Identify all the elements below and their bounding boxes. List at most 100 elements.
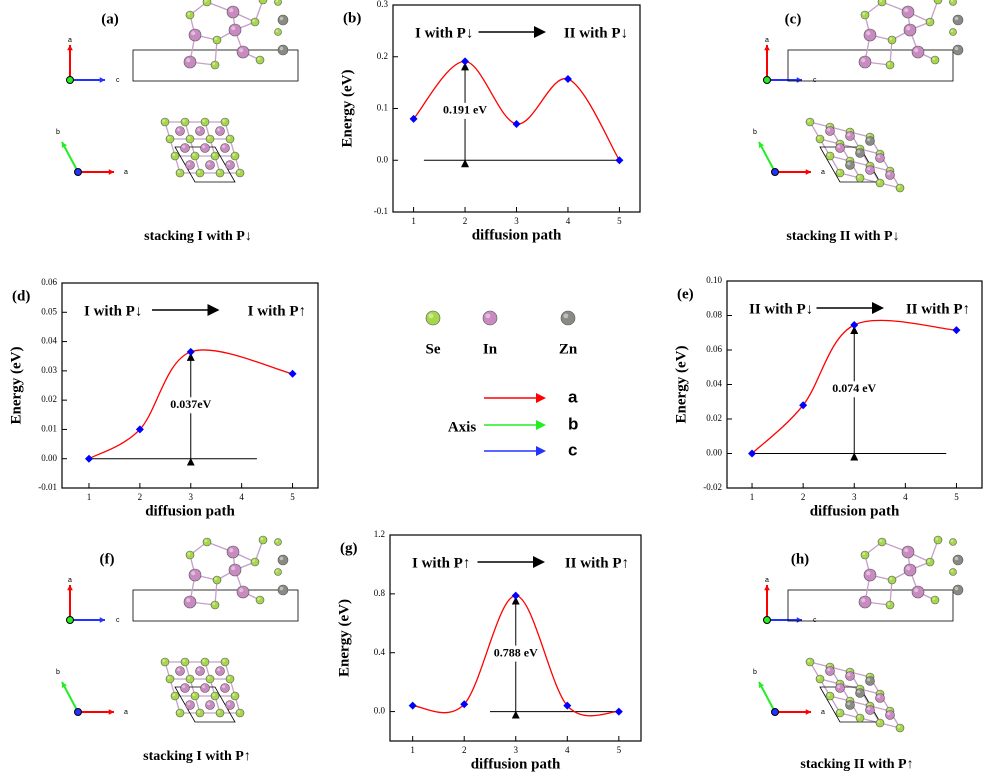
atom-shine	[906, 26, 911, 31]
axis-glyph: a	[68, 37, 72, 44]
atom-shine	[260, 537, 264, 541]
x-tick-label: 1	[411, 216, 416, 226]
legend-atom	[560, 310, 576, 326]
atom	[202, 537, 212, 547]
atom-shine	[237, 710, 241, 714]
atom-shine	[214, 37, 218, 41]
atom-shine	[252, 559, 256, 563]
y-tick-label: 0.00	[706, 448, 722, 458]
atom-shine	[222, 685, 226, 689]
atom	[183, 55, 197, 69]
atom-shine	[817, 136, 821, 140]
atom-shine	[252, 19, 256, 23]
atom	[825, 666, 835, 676]
atom	[274, 538, 282, 546]
atom-shine	[239, 48, 244, 53]
axis-glyph: a	[765, 37, 769, 44]
data-point	[84, 454, 93, 463]
x-tick-label: 4	[239, 492, 244, 502]
atom	[215, 666, 225, 676]
atom-shine	[837, 170, 841, 174]
atom-shine	[275, 569, 279, 573]
atom-shine	[889, 577, 893, 581]
y-tick-label: 0.05	[41, 306, 57, 316]
energy-curve	[88, 349, 293, 460]
atom-shine	[197, 128, 201, 132]
structure-caption: stacking II with P↑	[800, 757, 913, 772]
atom	[274, 568, 282, 576]
atom	[220, 143, 230, 153]
atom-shine	[182, 119, 186, 123]
atom	[865, 705, 875, 715]
data-point	[563, 701, 572, 710]
x-tick-label: 3	[852, 492, 857, 502]
panel-label: (c)	[785, 11, 802, 27]
atom	[185, 134, 195, 144]
legend-atom	[425, 310, 441, 326]
atom	[858, 595, 872, 609]
y-tick-label: 0.02	[41, 394, 57, 404]
atom-shine	[197, 170, 201, 174]
atom-shine	[217, 668, 221, 672]
atom	[952, 584, 964, 596]
atom	[815, 674, 825, 684]
atom	[875, 153, 885, 163]
atom-shine	[257, 57, 261, 61]
atom	[205, 700, 215, 710]
atom	[885, 710, 895, 720]
atom	[911, 585, 925, 599]
x-axis-label: diffusion path	[810, 503, 900, 519]
energy-curve	[751, 319, 957, 454]
atom	[225, 700, 235, 710]
atom-shine	[887, 62, 891, 66]
atom	[226, 5, 240, 19]
atom	[845, 160, 855, 170]
atom-shine	[485, 313, 491, 319]
atom	[175, 666, 185, 676]
atom	[180, 143, 190, 153]
atom-shine	[807, 119, 811, 123]
atom-shine	[862, 552, 866, 556]
axis-glyph: a	[765, 577, 769, 584]
atom	[235, 708, 245, 718]
atom	[195, 126, 205, 136]
legend-atom	[482, 310, 498, 326]
atom-shine	[932, 57, 936, 61]
data-point	[288, 369, 297, 378]
axis-glyph: b	[753, 129, 757, 136]
legend-axis-title: Axis	[448, 419, 477, 435]
y-tick-label: -0.1	[374, 206, 388, 216]
lattice-axis-head	[99, 77, 105, 83]
atom-shine	[191, 31, 196, 36]
cell-box	[787, 589, 954, 622]
atom	[858, 55, 872, 69]
atom-shine	[275, 0, 279, 3]
data-point	[512, 120, 521, 129]
data-point	[511, 591, 520, 600]
y-tick-label: -0.01	[38, 482, 57, 492]
axis-glyph: c	[116, 617, 120, 624]
y-tick-label: 0.1	[377, 103, 388, 113]
x-tick-label: 2	[138, 492, 143, 502]
atom	[165, 134, 175, 144]
atom	[949, 28, 957, 36]
structure-caption: stacking II with P↓	[786, 229, 899, 244]
atom	[865, 676, 875, 686]
atom	[195, 666, 205, 676]
atom-shine	[877, 155, 881, 159]
x-axis-label: diffusion path	[472, 227, 562, 243]
cell-box	[132, 589, 299, 622]
atom-shine	[275, 29, 279, 33]
atom-shine	[187, 702, 191, 706]
atom-shine	[182, 145, 186, 149]
atom	[200, 657, 210, 667]
atom	[220, 683, 230, 693]
atom-shine	[867, 138, 871, 142]
atom	[220, 657, 230, 667]
atom-shine	[887, 602, 891, 606]
atom-shine	[887, 172, 891, 176]
lattice-axis-head	[61, 682, 68, 688]
atom-shine	[227, 162, 231, 166]
x-tick-label: 5	[617, 745, 622, 755]
atom	[835, 708, 845, 718]
